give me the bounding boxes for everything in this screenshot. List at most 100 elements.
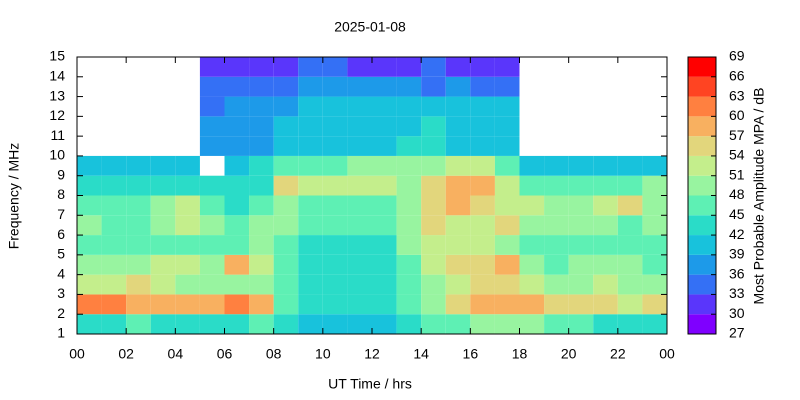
heat-cell	[494, 57, 520, 77]
heat-cell	[77, 175, 102, 196]
heat-cell	[77, 294, 102, 315]
heat-cell	[150, 294, 176, 315]
heat-cell	[101, 235, 127, 255]
heat-cell	[494, 314, 520, 334]
heat-cell	[544, 215, 569, 236]
colorbar-tick-label: 63	[729, 87, 745, 103]
heat-cell	[372, 215, 397, 236]
heat-cell	[224, 274, 250, 295]
x-axis-label: UT Time / hrs	[328, 376, 412, 392]
heat-cell	[322, 175, 348, 196]
heat-cell	[273, 215, 299, 236]
colorbar-swatch	[688, 57, 716, 77]
heat-cell	[273, 155, 299, 176]
heat-cell	[372, 195, 397, 216]
heat-cell	[77, 155, 102, 176]
heat-cell	[77, 235, 102, 255]
heat-cell	[298, 314, 323, 334]
heat-cell	[175, 314, 200, 334]
colorbar-swatch	[688, 136, 716, 156]
heat-cell	[445, 136, 471, 156]
heat-cell	[519, 155, 545, 176]
heat-cell	[642, 155, 667, 176]
heat-cell	[593, 175, 618, 196]
heat-cell	[249, 235, 274, 255]
colorbar-swatch	[688, 195, 716, 216]
heat-cell	[322, 96, 348, 117]
y-tick-label: 11	[50, 127, 65, 143]
y-tick-label: 2	[57, 305, 65, 321]
heat-cell	[126, 155, 151, 176]
heat-cell	[150, 254, 176, 275]
colorbar-swatch	[688, 254, 716, 275]
heat-cell	[347, 235, 372, 255]
heat-cell	[298, 175, 323, 196]
colorbar-tick-label: 51	[729, 166, 745, 182]
heat-cell	[101, 175, 127, 196]
heat-cell	[199, 57, 225, 77]
heat-cell	[568, 175, 594, 196]
heat-cell	[126, 274, 151, 295]
colorbar-swatch	[688, 116, 716, 137]
heat-cell	[421, 136, 446, 156]
heat-cell	[494, 136, 520, 156]
heat-cell	[445, 294, 471, 315]
heat-cell	[519, 195, 545, 216]
heat-cell	[199, 76, 225, 97]
y-tick-label: 8	[57, 186, 65, 202]
heat-cell	[101, 274, 127, 295]
heat-cell	[372, 254, 397, 275]
x-tick-label: 10	[315, 346, 331, 362]
heat-cell	[519, 314, 545, 334]
heat-cell	[199, 215, 225, 236]
heat-cell	[568, 195, 594, 216]
heat-cell	[372, 274, 397, 295]
heat-cell	[224, 235, 250, 255]
heat-cell	[494, 215, 520, 236]
heat-cell	[249, 57, 274, 77]
heat-cell	[298, 136, 323, 156]
heat-cell	[322, 235, 348, 255]
heat-cell	[199, 195, 225, 216]
heat-cell	[519, 294, 545, 315]
heat-cell	[544, 235, 569, 255]
heat-cell	[421, 235, 446, 255]
heat-cell	[322, 136, 348, 156]
heat-cell	[199, 116, 225, 137]
heat-cell	[494, 155, 520, 176]
colorbar-swatch	[688, 76, 716, 97]
heat-cell	[249, 195, 274, 216]
heat-cell	[322, 294, 348, 315]
heat-cell	[101, 254, 127, 275]
heat-cell	[544, 195, 569, 216]
colorbar-swatch	[688, 294, 716, 315]
heat-cell	[421, 294, 446, 315]
heat-cell	[298, 195, 323, 216]
chart-title: 2025-01-08	[334, 19, 406, 35]
heat-cell	[126, 195, 151, 216]
heat-cell	[642, 254, 667, 275]
heat-cell	[470, 235, 495, 255]
heat-cell	[421, 96, 446, 117]
heat-cell	[273, 116, 299, 137]
heat-cell	[273, 76, 299, 97]
heat-cell	[347, 76, 372, 97]
heat-cell	[617, 175, 643, 196]
heat-cell	[445, 155, 471, 176]
x-tick-label: 16	[463, 346, 479, 362]
heat-cell	[593, 235, 618, 255]
heat-cell	[175, 195, 200, 216]
heat-cell	[470, 136, 495, 156]
heat-cell	[372, 96, 397, 117]
heat-cell	[396, 76, 422, 97]
heat-cell	[322, 155, 348, 176]
heat-cell	[249, 155, 274, 176]
heat-cell	[199, 235, 225, 255]
colorbar-swatch	[688, 274, 716, 295]
y-tick-label: 7	[57, 206, 65, 222]
heat-cell	[372, 294, 397, 315]
heat-cell	[273, 274, 299, 295]
heat-cell	[199, 314, 225, 334]
heat-cell	[396, 195, 422, 216]
heat-cell	[544, 254, 569, 275]
